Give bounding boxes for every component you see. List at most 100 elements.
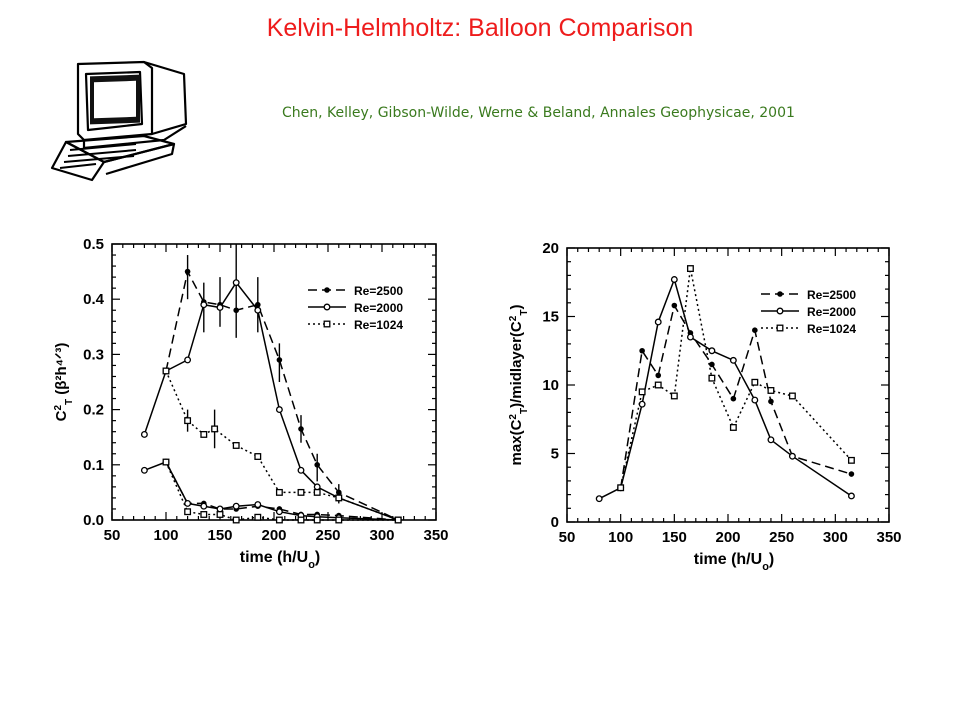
chart0-data-point [184, 417, 192, 425]
chart0-legend-marker [323, 320, 331, 328]
chart0-data-point [232, 502, 240, 510]
ct2-ratio-vs-time-chart: 50 100 150 200 250 300 350 0 5 10 15 20 time (h/Uo) m… [505, 232, 915, 592]
chart0-data-point [336, 489, 342, 496]
chart0-data-point [297, 488, 305, 496]
chart1-data-point [729, 424, 737, 431]
chart1-data-point [686, 333, 694, 341]
chart1-x-axis-label: time (h/Uo) [694, 551, 775, 573]
chart1-legend-item: Re=2000 [761, 305, 856, 319]
chart0-data-point [232, 442, 240, 449]
ct2-vs-time-plot: 50 100 150 200 250 300 350 0.0 0.1 0.2 0.3 0.4 0.5 ti… [53, 236, 449, 571]
chart0-data-point [297, 516, 305, 524]
chart0-data-point [394, 516, 402, 524]
chart0-data-point [232, 516, 240, 524]
chart1-legend-marker [776, 324, 784, 332]
chart1-legend-marker [777, 291, 783, 297]
chart1-y-tick-label: 20 [542, 240, 559, 257]
chart1-data-point [708, 347, 716, 355]
chart0-x-tick-label: 200 [261, 527, 286, 544]
chart0-x-tick-label: 150 [207, 527, 232, 544]
chart1-data-point [729, 356, 737, 364]
chart1-data-point [730, 395, 737, 402]
chart0-x-tick-label: 300 [369, 527, 394, 544]
chart0-data-point [335, 494, 343, 502]
chart0-data-point [200, 502, 208, 510]
chart0-series-line [144, 461, 399, 521]
chart0-data-point [200, 511, 208, 518]
chart0-data-point [254, 306, 262, 314]
chart0-data-point [297, 466, 305, 474]
chart1-data-point [768, 398, 774, 405]
chart0-legend-marker [324, 287, 330, 293]
chart1-data-point [671, 302, 678, 309]
chart0-data-point [276, 357, 283, 363]
chart1-data-point [638, 388, 646, 396]
chart0-data-point [184, 356, 192, 364]
chart1-data-point [595, 495, 603, 503]
chart0-legend-marker [323, 303, 331, 311]
chart1-y-tick-label: 0 [551, 514, 559, 531]
chart0-data-point [216, 505, 224, 513]
chart1-legend-item: Re=1024 [761, 322, 856, 336]
chart0-legend-label: Re=2500 [354, 284, 403, 298]
chart0-y-tick-label: 0.4 [83, 291, 105, 308]
chart1-y-axis-label: max(C2T)/midlayer(C2T) [508, 305, 530, 466]
chart0-data-point [313, 483, 321, 491]
chart0-data-point [216, 511, 224, 518]
citation-subtitle: Chen, Kelley, Gibson-Wilde, Werne & Bela… [282, 105, 795, 121]
chart1-data-point [617, 484, 625, 492]
chart0-legend-item: Re=2000 [308, 301, 403, 315]
chart1-x-tick-label: 100 [608, 529, 633, 546]
ct2-vs-time-chart: 50 100 150 200 250 300 350 0.0 0.1 0.2 0.3 0.4 0.5 ti… [40, 232, 460, 592]
chart0-data-point [254, 501, 262, 508]
chart0-data-point [313, 516, 321, 524]
ct2-ratio-vs-time-plot: 50 100 150 200 250 300 350 0 5 10 15 20 time (h/Uo) m… [508, 240, 902, 573]
chart1-data-point [655, 372, 662, 379]
chart0-x-tick-label: 100 [153, 527, 178, 544]
chart1-legend-item: Re=2500 [761, 288, 856, 302]
chart1-data-point [670, 392, 678, 400]
chart0-data-point [211, 425, 219, 433]
chart0-data-point [162, 458, 170, 466]
chart0-legend-label: Re=1024 [354, 318, 403, 332]
chart0-series-line [143, 281, 399, 521]
chart0-data-point [184, 268, 191, 275]
chart0-y-tick-label: 0.2 [83, 402, 104, 419]
chart1-data-point [767, 436, 775, 444]
chart1-data-point [638, 400, 646, 408]
chart1-data-point [848, 471, 855, 477]
chart0-data-point [275, 406, 283, 414]
chart0-series-1 [140, 279, 402, 524]
chart0-y-tick-label: 0.0 [83, 512, 104, 529]
chart0-series-line [165, 370, 399, 521]
chart0-data-point [254, 513, 262, 521]
computer-terminal-icon [50, 60, 188, 182]
chart1-data-point [708, 374, 716, 382]
chart0-data-point [254, 453, 262, 460]
chart0-data-point [162, 367, 170, 375]
chart0-data-point [233, 307, 239, 314]
chart1-x-tick-label: 300 [823, 529, 848, 546]
chart0-legend-label: Re=2000 [354, 301, 403, 315]
chart0-data-point [232, 279, 240, 287]
chart1-legend-label: Re=1024 [807, 322, 856, 336]
chart0-series-5 [162, 458, 402, 524]
chart1-data-point [654, 381, 662, 389]
chart0-data-point [184, 499, 192, 507]
chart1-data-point [751, 396, 759, 404]
chart1-data-point [788, 452, 796, 460]
chart0-data-point [275, 516, 283, 524]
chart0-data-point [314, 462, 321, 468]
chart1-series-2 [617, 265, 855, 492]
chart1-data-point [709, 361, 715, 368]
chart1-x-tick-label: 350 [876, 529, 901, 546]
chart1-data-point [751, 378, 759, 386]
chart1-data-point [752, 327, 758, 333]
chart1-x-tick-label: 150 [662, 529, 687, 546]
chart1-x-tick-label: 250 [769, 529, 794, 546]
chart0-data-point [275, 488, 283, 496]
chart0-y-tick-label: 0.1 [83, 457, 104, 474]
chart0-y-axis-label: C2T (β²h⁴ᐟ³) [53, 343, 75, 422]
chart1-series-line [598, 277, 852, 500]
chart1-legend-marker [776, 307, 784, 315]
